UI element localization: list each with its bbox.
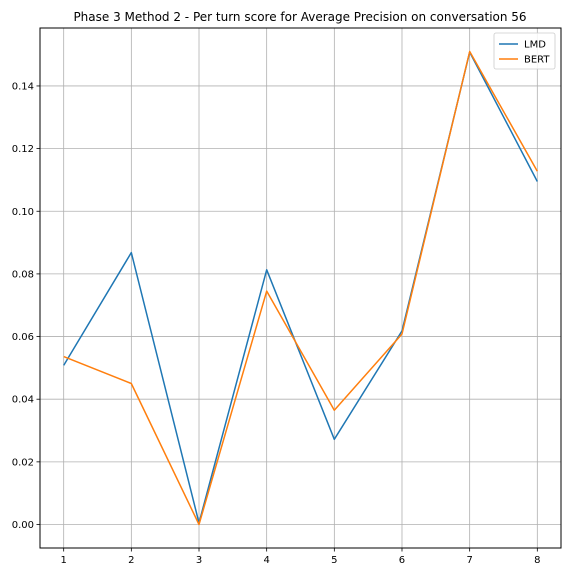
chart-title: Phase 3 Method 2 - Per turn score for Av… <box>73 10 526 24</box>
series-line-bert <box>63 50 538 526</box>
y-tick-label: 0.08 <box>12 269 34 280</box>
x-tick-label: 8 <box>534 555 540 566</box>
x-tick-label: 1 <box>60 555 66 566</box>
y-tick-label: 0.14 <box>12 81 34 92</box>
series-lines <box>63 50 538 526</box>
x-tick-label: 6 <box>399 555 405 566</box>
y-tick-label: 0.12 <box>12 144 34 155</box>
axis-ticks: 1 2 3 4 5 6 7 8 0.00 0.02 0.04 0.06 0.08 0.10 0.12 0.14 <box>12 81 541 566</box>
series-line-lmd <box>63 51 538 524</box>
legend: LMD BERT <box>493 32 556 70</box>
y-tick-label: 0.04 <box>12 395 34 406</box>
y-tick-label: 0.10 <box>12 207 34 218</box>
x-tick-label: 3 <box>196 555 202 566</box>
x-tick-label: 2 <box>128 555 134 566</box>
x-tick-label: 5 <box>331 555 337 566</box>
plot-frame <box>39 27 562 549</box>
x-tick-label: 4 <box>263 555 269 566</box>
legend-label: BERT <box>524 55 550 66</box>
grid <box>40 28 561 548</box>
y-tick-label: 0.00 <box>12 520 34 531</box>
x-tick-label: 7 <box>466 555 472 566</box>
legend-box <box>493 32 556 70</box>
legend-label: LMD <box>524 40 546 51</box>
y-tick-label: 0.02 <box>12 457 34 468</box>
y-tick-label: 0.06 <box>12 332 34 343</box>
